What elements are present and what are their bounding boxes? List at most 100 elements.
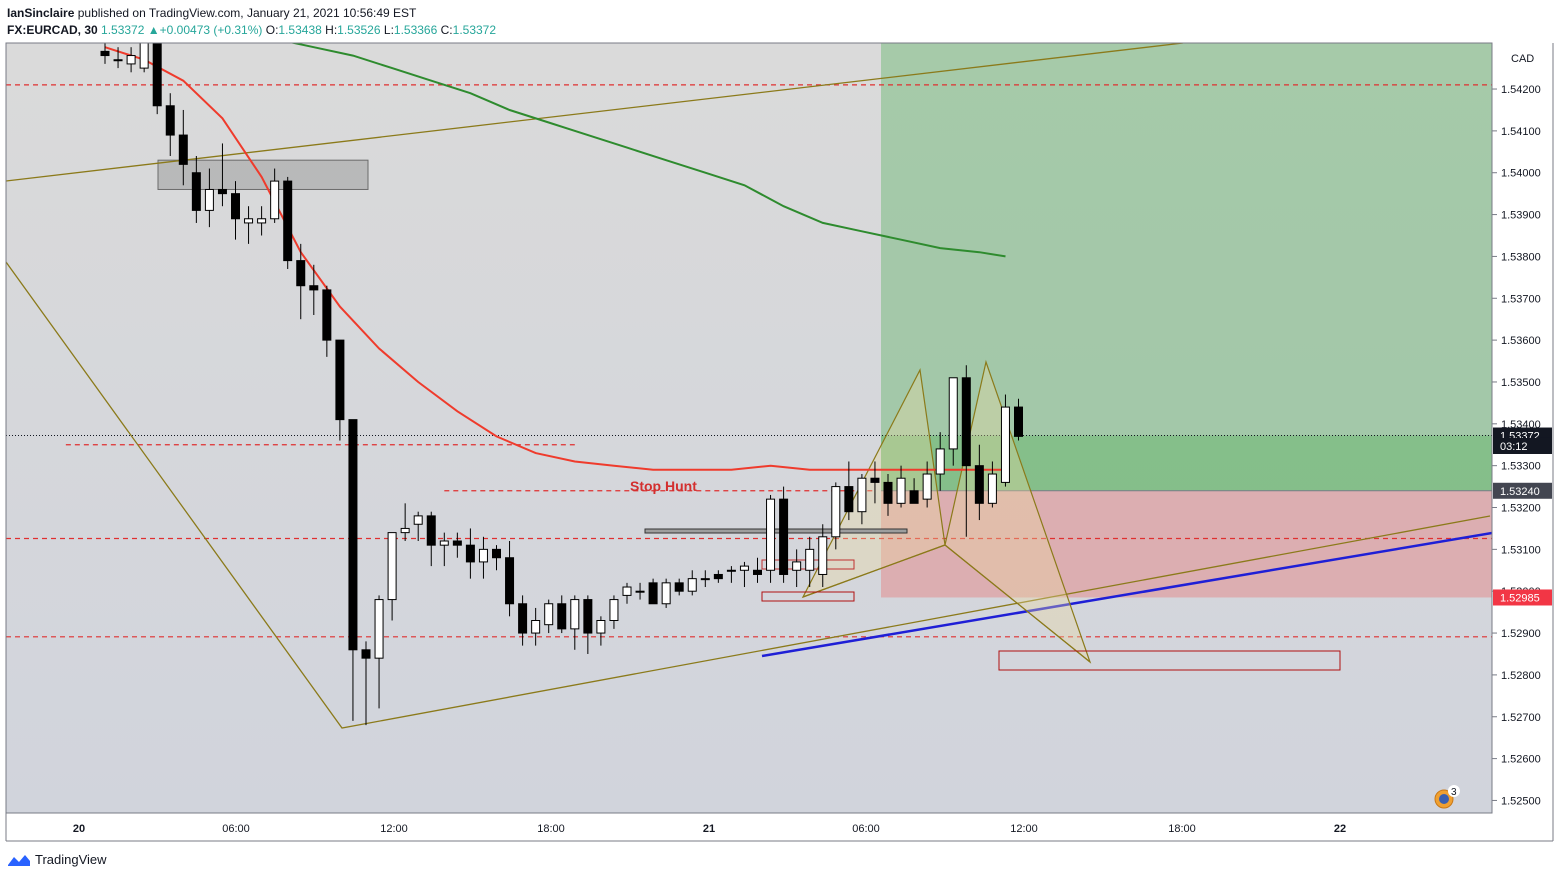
candle-29 [478,536,488,579]
candle-53 [792,549,802,588]
candle-59 [870,461,880,504]
candle-35 [557,595,567,634]
candle-body-down [165,105,175,136]
x-tick-label: 18:00 [537,823,565,835]
candle-body-down [1014,406,1023,437]
candle-body-down [100,50,110,57]
candle-63 [922,461,932,508]
candle-body-down [322,289,332,341]
candle-body-down [492,548,501,559]
candle-body-up [922,473,932,500]
candle-body-down [961,377,971,467]
candle-body-up [739,565,749,571]
candle-body-down [231,193,240,220]
candle-69 [1000,394,1010,487]
symbol-label[interactable]: FX:EURCAD, 30 [7,23,98,37]
candle-body-up [831,486,841,538]
stop-hunt-label: Stop Hunt [630,478,697,494]
candle-26 [439,532,449,567]
price-label-text: 03:12 [1500,441,1528,453]
y-tick-label: 1.53500 [1501,377,1541,389]
candle-body-down [974,465,984,504]
price-label-bg [1493,437,1552,454]
pattern-leg-bd [944,544,1091,663]
plot-area: Stop Hunt [6,43,1492,729]
y-tick-label: 1.52900 [1501,628,1541,640]
candles-group [100,43,1023,726]
candle-body-up [374,599,384,659]
last-price: 1.53372 [101,23,145,37]
x-tick-label: 20 [73,823,85,835]
supply-zone-box [157,159,369,190]
candle-33 [531,607,541,646]
alert-icon-inner [1439,794,1449,804]
candle-body-down [518,603,528,634]
price-label-stop: 1.52985 [1493,589,1552,606]
candle-body-down [283,180,293,262]
y-tick-label: 1.53100 [1501,544,1541,556]
publish-info: IanSinclaire published on TradingView.co… [7,5,416,21]
candle-body-up [700,578,710,581]
candle-body-up [544,603,554,626]
candle-66 [961,365,971,537]
open-value: 1.53438 [278,23,322,37]
close-value: 1.53372 [452,23,497,37]
author-name[interactable]: IanSinclaire [7,6,75,20]
close-label: C: [440,23,453,37]
y-tick-label: 1.53800 [1501,251,1541,263]
candle-body-down [452,540,462,546]
low-label: L: [383,23,394,37]
candle-30 [492,545,501,571]
candle-body-up [948,377,958,450]
candle-20 [361,641,371,726]
candle-36 [570,595,580,650]
candle-body-down [779,498,789,575]
candle-body-up [818,536,828,575]
candle-body-down [465,544,475,563]
candle-body-down [426,515,436,546]
upper-trendline [6,43,1184,182]
lower-trendline [6,261,1491,729]
candle-body-up [661,582,671,605]
price-label-text: 1.53240 [1500,486,1540,498]
tradingview-logo[interactable]: TradingView [7,851,107,869]
high-value: 1.53526 [337,23,381,37]
low-value: 1.53366 [393,23,438,37]
candle-body-down [844,486,854,513]
price-axis[interactable]: 1.54200 1.54100 1.54000 1.53900 1.53800 1.537… [1492,84,1552,807]
x-tick-label: 06:00 [852,823,880,835]
candle-45 [687,570,697,596]
price-label-text: 1.52985 [1500,592,1540,604]
price-label-position: 1.53240 [1493,482,1552,499]
candle-body-up [400,527,410,534]
x-tick-label: 06:00 [222,823,250,835]
currency-label: CAD [1511,53,1534,65]
candle-15 [296,243,306,320]
candle-52 [779,486,789,583]
y-tick-label: 1.53700 [1501,293,1541,305]
target-box [998,650,1341,671]
candle-54 [805,536,815,588]
candle-body-up [139,43,149,69]
candle-13 [270,168,280,223]
alerts-badge[interactable]: 3 [1434,785,1460,809]
candle-16 [309,264,319,316]
x-tick-label: 21 [703,823,715,835]
candle-body-up [413,515,423,525]
candle-31 [505,540,515,617]
candle-22 [387,532,397,621]
candle-body-up [726,569,736,572]
price-label-bg [1493,482,1552,499]
candle-39 [609,595,619,629]
candle-10 [231,181,240,240]
candle-62 [909,478,919,504]
open-label: O: [265,23,279,37]
candle-body-up [244,218,254,224]
candle-18 [335,339,345,441]
y-tick-label: 1.54000 [1501,168,1541,180]
candle-body-down [753,569,762,575]
time-axis[interactable]: 20 06:00 12:00 18:00 21 06:00 12:00 18:00 22 [73,823,1346,835]
candle-9 [217,143,227,207]
candle-body-up [257,218,267,224]
